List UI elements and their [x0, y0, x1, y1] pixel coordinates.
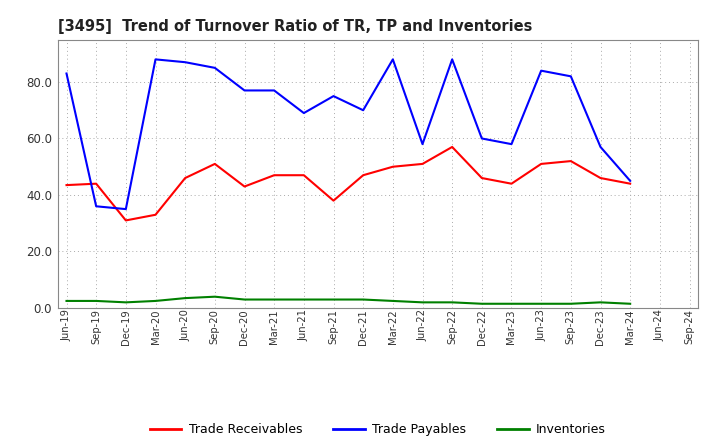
Text: [3495]  Trend of Turnover Ratio of TR, TP and Inventories: [3495] Trend of Turnover Ratio of TR, TP… — [58, 19, 532, 34]
Legend: Trade Receivables, Trade Payables, Inventories: Trade Receivables, Trade Payables, Inven… — [145, 418, 611, 440]
